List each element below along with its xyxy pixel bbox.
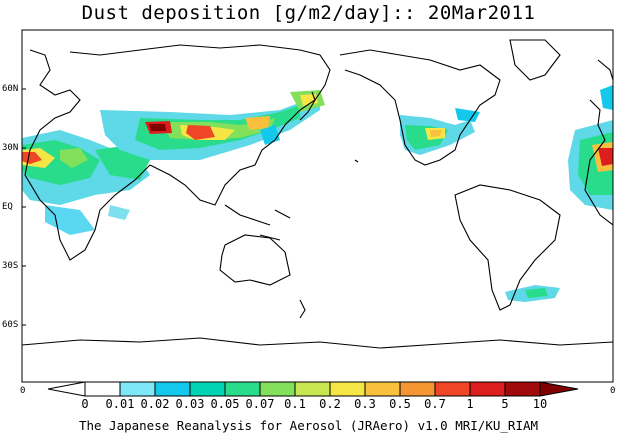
corner-label-right: 0 [610, 386, 616, 396]
colorbar-label: 0.5 [389, 397, 411, 411]
colorbar-label: 0.05 [210, 397, 240, 411]
colorbar-label: 0.7 [424, 397, 446, 411]
colorbar-label: 0 [81, 397, 89, 411]
colorbar-label: 1 [466, 397, 474, 411]
lat-label-30n: 30N [2, 143, 19, 153]
coastlines [22, 39, 613, 349]
lat-label-eq: EQ [2, 202, 13, 212]
colorbar-label: 0.3 [354, 397, 376, 411]
map-title: Dust deposition [g/m2/day]:: 20Mar2011 [81, 2, 536, 24]
colorbar-label: 0.01 [105, 397, 135, 411]
lat-label-30s: 30S [2, 261, 19, 271]
colorbar-label: 5 [501, 397, 509, 411]
colorbar-right-arrow [539, 381, 579, 397]
lat-ticks [22, 88, 26, 326]
lat-label-60s: 60S [2, 320, 19, 330]
colorbar [47, 381, 579, 397]
colorbar-label: 0.07 [245, 397, 275, 411]
colorbar-label: 0.03 [175, 397, 205, 411]
colorbar-label: 10 [532, 397, 548, 411]
footer-credit: The Japanese Reanalysis for Aerosol (JRA… [78, 418, 539, 433]
corner-label-left: 0 [20, 386, 26, 396]
lat-label-60n: 60N [2, 84, 19, 94]
colorbar-label: 0.1 [284, 397, 306, 411]
map-area [22, 30, 613, 382]
colorbar-left-arrow [47, 381, 86, 397]
colorbar-label: 0.02 [140, 397, 170, 411]
colorbar-label: 0.2 [319, 397, 341, 411]
